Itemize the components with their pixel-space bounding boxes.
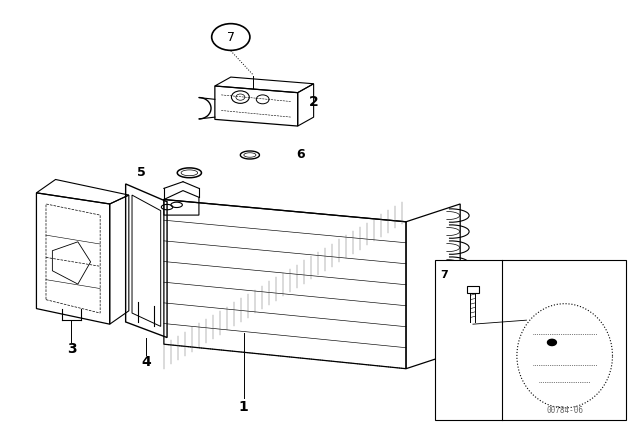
Text: 7: 7 (440, 270, 448, 280)
Text: 3: 3 (67, 342, 76, 356)
Text: 2: 2 (308, 95, 319, 108)
Text: 7: 7 (227, 30, 235, 43)
Text: 1: 1 (239, 400, 248, 414)
Text: 00784-06: 00784-06 (546, 406, 583, 415)
Text: 4: 4 (141, 355, 151, 369)
Text: 6: 6 (296, 148, 305, 161)
Bar (435, 260, 626, 420)
Circle shape (547, 339, 556, 345)
Text: 5: 5 (137, 166, 146, 179)
